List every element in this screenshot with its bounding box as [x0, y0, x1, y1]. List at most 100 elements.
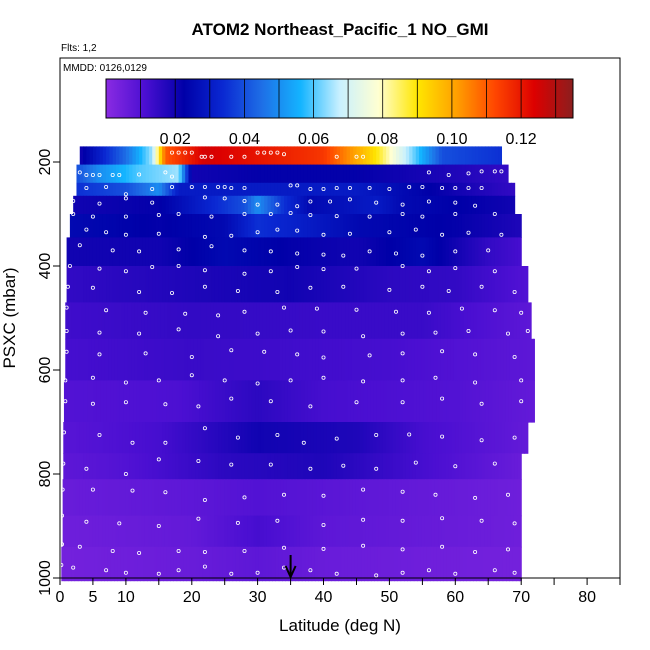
heatmap-cell — [363, 182, 367, 197]
heatmap-cell — [326, 515, 331, 548]
heatmap-cell — [212, 380, 217, 423]
heatmap-cell — [108, 479, 113, 517]
heatmap-cell — [374, 302, 379, 340]
sample-point — [183, 150, 188, 155]
heatmap-cell — [366, 422, 371, 454]
heatmap-cell — [139, 182, 143, 197]
heatmap-cell — [508, 266, 512, 303]
heatmap-cell — [191, 182, 196, 197]
heatmap-cell — [478, 266, 483, 303]
heatmap-cell — [229, 338, 234, 381]
heatmap-cell — [455, 182, 460, 197]
heatmap-cell — [448, 266, 453, 303]
heatmap-cell — [158, 237, 163, 267]
heatmap-cell — [297, 182, 302, 197]
heatmap-cell — [208, 266, 213, 303]
heatmap-cell — [276, 302, 280, 340]
sample-point — [202, 426, 207, 431]
heatmap-cell — [241, 164, 246, 184]
heatmap-cell — [385, 515, 390, 548]
heatmap-cell — [168, 182, 173, 197]
heatmap-cell — [508, 422, 512, 454]
heatmap-cell — [447, 338, 452, 381]
heatmap-cell — [465, 182, 470, 197]
heatmap-cell — [185, 164, 190, 184]
heatmap-cell — [289, 479, 294, 517]
heatmap-cell — [439, 380, 444, 423]
sample-point — [229, 154, 234, 159]
sample-point — [400, 378, 405, 383]
heatmap-cell — [331, 546, 336, 582]
heatmap-cell — [458, 195, 463, 215]
heatmap-cell — [264, 380, 269, 423]
heatmap-cell — [381, 302, 386, 340]
heatmap-cell — [175, 182, 180, 197]
heatmap-cell — [129, 195, 134, 215]
heatmap-cell — [287, 164, 292, 184]
heatmap-cell — [142, 164, 147, 184]
heatmap-cell — [92, 195, 97, 215]
sample-point — [440, 434, 445, 439]
heatmap-cell — [194, 479, 199, 517]
heatmap-cell — [356, 237, 361, 267]
sample-point — [492, 461, 497, 466]
heatmap-cell — [300, 266, 305, 303]
heatmap-cell — [249, 302, 254, 340]
sample-point — [281, 545, 286, 550]
sample-point — [453, 211, 458, 216]
sample-point — [137, 172, 142, 177]
heatmap-cell — [315, 338, 320, 381]
heatmap-cell — [152, 146, 157, 166]
heatmap-cell — [187, 515, 192, 548]
heatmap-cell — [114, 302, 119, 340]
heatmap-cell — [475, 214, 479, 238]
heatmap-cell — [415, 146, 420, 166]
heatmap-cell — [222, 380, 226, 423]
heatmap-cell — [484, 266, 489, 303]
sample-point — [328, 199, 333, 204]
heatmap-cell — [148, 164, 153, 184]
heatmap-cell — [359, 479, 363, 517]
heatmap-cell — [448, 422, 453, 454]
heatmap-cell — [184, 515, 189, 548]
heatmap-cell — [494, 515, 499, 548]
heatmap-cell — [484, 422, 489, 454]
colorbar-tick-label: 0.12 — [506, 131, 537, 148]
heatmap-cell — [346, 182, 351, 197]
heatmap-cell — [307, 380, 312, 423]
heatmap-cell — [482, 546, 487, 582]
heatmap-cell — [268, 380, 273, 423]
heatmap-cell — [232, 546, 237, 582]
heatmap-cell — [198, 237, 203, 267]
heatmap-cell — [112, 266, 117, 303]
heatmap-cell — [284, 422, 288, 454]
heatmap-cell — [168, 266, 173, 303]
heatmap-cell — [234, 146, 239, 166]
heatmap-cell — [324, 546, 329, 582]
heatmap-cell — [267, 164, 272, 184]
sample-point — [341, 284, 346, 289]
sample-point — [123, 192, 128, 197]
heatmap-cell — [414, 338, 419, 381]
heatmap-cell — [351, 546, 356, 582]
heatmap-cell — [444, 302, 448, 340]
heatmap-cell — [233, 479, 238, 517]
heatmap-cell — [334, 546, 339, 582]
heatmap-cell — [191, 146, 196, 166]
heatmap-cell — [233, 515, 238, 548]
heatmap-cell — [523, 302, 528, 340]
heatmap-cell — [409, 380, 414, 423]
heatmap-cell — [396, 146, 400, 166]
heatmap-cell — [279, 338, 284, 381]
heatmap-cell — [226, 338, 231, 381]
sample-point — [295, 183, 300, 188]
heatmap-cell — [132, 195, 137, 215]
heatmap-cell — [438, 453, 443, 480]
heatmap-cell — [253, 479, 258, 517]
heatmap-cell — [336, 195, 341, 215]
heatmap-cell — [214, 453, 219, 480]
heatmap-cell — [198, 195, 203, 215]
sample-point — [156, 524, 161, 529]
heatmap-cell — [508, 380, 513, 423]
heatmap-cell — [234, 237, 239, 267]
